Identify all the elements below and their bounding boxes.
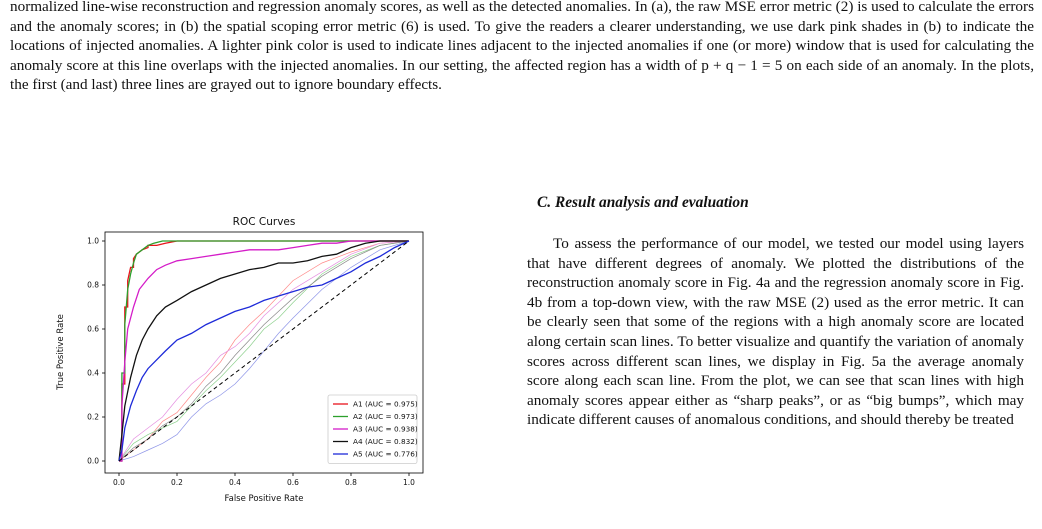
x-axis-label: False Positive Rate [225,494,304,504]
section-heading: C. Result analysis and evaluation [537,194,749,211]
y-axis-label: True Positive Rate [56,314,66,391]
roc-line-faint [118,240,410,462]
section-paragraph-text: To assess the performance of our model, … [527,235,1024,429]
roc-line-a5 [118,240,410,462]
caption-text: normalized line-wise reconstruction and … [10,0,1034,94]
legend-entry: A2 (AUC = 0.973) [353,412,418,421]
roc-line-a2 [119,240,409,462]
roc-figure: ROC Curves 0.0 0.2 0.4 0.6 0.8 1.0 0.0 0.2 0.4 0.… [50,208,440,514]
x-tick-label: 0.6 [287,478,299,487]
y-tick-label: 0.6 [87,325,99,334]
y-tick-label: 0.4 [87,369,99,378]
roc-line-faint [118,240,410,462]
x-tick-label: 0.4 [229,478,241,487]
section-paragraph: To assess the performance of our model, … [527,234,1024,430]
figure-caption: normalized line-wise reconstruction and … [10,0,1034,95]
legend: A1 (AUC = 0.975) A2 (AUC = 0.973) A3 (AUC … [327,394,418,464]
x-tick-label: 1.0 [403,478,415,487]
legend-box [327,394,418,464]
legend-entry: A1 (AUC = 0.975) [353,400,418,409]
plot-frame [104,231,424,474]
legend-entry: A3 (AUC = 0.938) [353,425,418,434]
roc-line-a3 [119,240,409,462]
x-tick-label: 0.2 [171,478,183,487]
chart-title: ROC Curves [233,216,296,228]
x-tick-label: 0.0 [113,478,125,487]
x-tick-label: 0.8 [345,478,357,487]
y-tick-label: 0.8 [87,281,99,290]
legend-entry: A5 (AUC = 0.776) [353,450,418,459]
chance-diagonal [118,240,410,462]
roc-line-faint [118,240,410,462]
y-tick-label: 0.0 [87,457,99,466]
roc-line-faint [118,240,410,462]
legend-entry: A4 (AUC = 0.832) [353,437,418,446]
y-tick-label: 0.2 [87,413,99,422]
y-tick-label: 1.0 [87,237,99,246]
roc-chart: ROC Curves 0.0 0.2 0.4 0.6 0.8 1.0 0.0 0.2 0.4 0.… [56,216,424,504]
roc-line-a4 [118,240,409,462]
